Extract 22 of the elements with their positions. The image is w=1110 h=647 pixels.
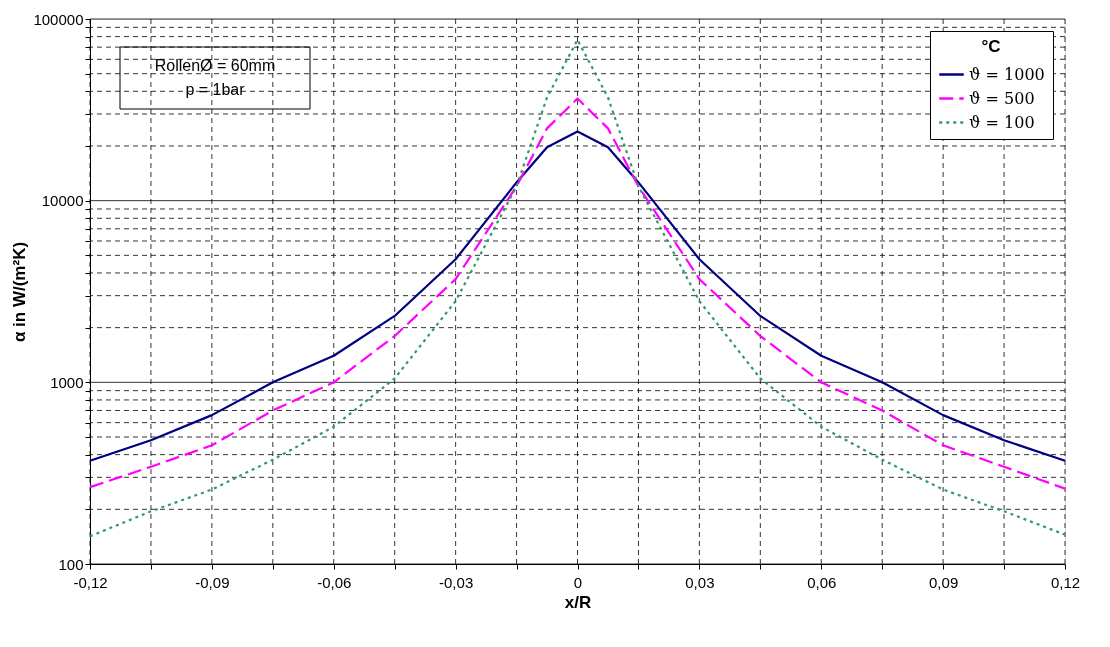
x-tick-label: -0,12	[73, 573, 108, 591]
legend-label: ϑ = 500	[969, 88, 1035, 108]
line-series	[88, 130, 1067, 462]
x-tick-label: 0,06	[807, 573, 837, 591]
y-axis-title: α in W/(m²K)	[10, 241, 30, 343]
x-tick-label: 0	[573, 573, 583, 591]
legend-label: ϑ = 100	[969, 112, 1035, 132]
line-series	[88, 38, 1067, 538]
x-tick-label: 0,09	[929, 573, 959, 591]
x-tick-label: -0,09	[195, 573, 230, 591]
annotation: RollenØ = 60mm	[154, 57, 276, 74]
x-tick-label: 0,12	[1050, 573, 1081, 591]
y-tick-label: 100000	[33, 10, 84, 28]
y-tick-label: 10000	[41, 192, 84, 210]
y-tick-label: 1000	[50, 373, 84, 391]
legend-label: ϑ = 1000	[969, 64, 1045, 84]
x-tick-label: -0,03	[439, 573, 474, 591]
legend-title: °C	[981, 37, 1001, 56]
x-axis-title: x/R	[564, 592, 592, 612]
y-tick-label: 100	[58, 555, 84, 573]
x-tick-label: 0,03	[685, 573, 715, 591]
x-tick-label: -0,06	[317, 573, 352, 591]
